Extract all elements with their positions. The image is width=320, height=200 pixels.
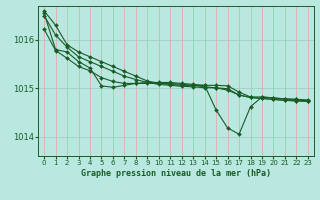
X-axis label: Graphe pression niveau de la mer (hPa): Graphe pression niveau de la mer (hPa) [81,169,271,178]
